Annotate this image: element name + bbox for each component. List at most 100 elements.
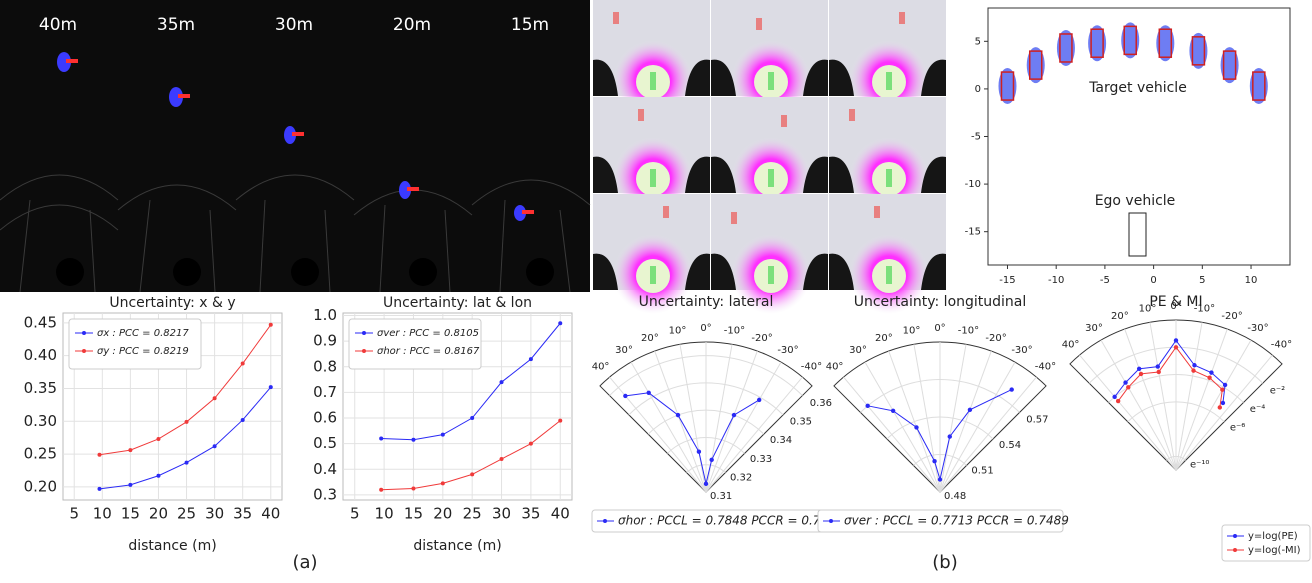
x-tick-label: 5 [1199,275,1205,286]
legend [349,319,481,369]
r-tick-label: 0.51 [971,465,993,476]
y-tick-label: 0.8 [313,357,337,375]
theta-tick-label: 20° [1111,311,1129,322]
r-tick-label: 0.54 [999,440,1021,451]
point [241,418,245,422]
bev-target [874,206,880,218]
image-label: 40m [39,15,77,35]
x-tick-label: 10 [375,505,394,523]
x-tick-label: 0 [1150,275,1156,286]
chart-title: Uncertainty: lateral [639,294,774,310]
point [213,444,217,448]
legend-swatch [82,331,86,335]
y-tick-label: 0.25 [24,445,57,463]
x-tick-label: 40 [261,505,280,523]
legend-label: σver : PCC = 0.8105 [377,328,479,339]
theta-tick-label: -40° [1271,339,1292,350]
point [128,483,132,487]
point [500,457,504,461]
bev-ego [768,266,774,284]
annotation: Target vehicle [1088,80,1187,96]
y-tick-label: 0.20 [24,477,57,495]
bev-target [638,109,644,121]
point [1192,363,1196,367]
point [441,433,445,437]
bev-ego [650,266,656,284]
theta-tick-label: 20° [875,333,893,344]
theta-tick-label: -20° [751,333,772,344]
legend-label: σhor : PCC = 0.8167 [377,346,480,357]
theta-tick-label: 10° [669,325,687,336]
r-tick-label: 0.48 [944,491,966,502]
x-tick-label: 30 [205,505,224,523]
point [676,413,680,417]
theta-tick-label: 0° [1170,301,1181,312]
point [1112,395,1116,399]
point [1221,401,1225,405]
theta-tick-label: 0° [700,323,711,334]
image-label: 30m [275,15,313,35]
bev-ego [886,72,892,90]
point [623,394,627,398]
bev-ego [768,72,774,90]
point [411,486,415,490]
point [1126,385,1130,389]
point [379,488,383,492]
legend-label: σx : PCC = 0.8217 [97,328,189,339]
point [1116,399,1120,403]
point [1191,368,1195,372]
y-tick-label: 0.5 [313,434,337,452]
legend-label: σver : PCCL = 0.7713 PCCR = 0.7489 [844,514,1069,528]
r-tick-label: 0.32 [730,472,752,483]
point [269,385,273,389]
point [529,442,533,446]
theta-tick-label: 30° [1085,323,1103,334]
x-tick-label: 20 [149,505,168,523]
point [213,396,217,400]
annotation: Ego vehicle [1095,193,1176,209]
y-tick-label: 0 [975,84,981,95]
y-tick-label: -5 [971,132,981,143]
point [938,477,942,481]
bev-ego [650,169,656,187]
theta-tick-label: -10° [724,325,745,336]
bev-ego [886,169,892,187]
point [156,437,160,441]
point [529,357,533,361]
point [156,474,160,478]
x-tick-label: 35 [233,505,252,523]
series-line [100,387,271,489]
x-tick-label: -10 [1048,275,1064,286]
x-tick-label: 25 [177,505,196,523]
point [1139,372,1143,376]
y-tick-label: 0.4 [313,460,337,478]
legend-label: y=log(-MI) [1248,545,1301,556]
point [1209,370,1213,374]
theta-tick-label: 40° [1062,339,1080,350]
y-tick-label: -15 [965,227,981,238]
image-label: 35m [157,15,195,35]
point [704,482,708,486]
legend-swatch [1233,548,1237,552]
x-tick-label: 5 [350,505,360,523]
y-tick-label: 1.0 [313,306,337,324]
y-tick-label: 5 [975,36,981,47]
point [1137,367,1141,371]
theta-tick-label: 30° [615,345,633,356]
theta-tick-label: -10° [1194,303,1215,314]
point [269,323,273,327]
y-tick-label: -10 [965,179,981,190]
bev-target [731,212,737,224]
point [185,420,189,424]
theta-tick-label: -40° [801,361,822,372]
point [1218,405,1222,409]
point [757,398,761,402]
figure: 40m 35m 30m 20m 15m Target vehicle Ego v… [0,0,1312,583]
point [500,380,504,384]
chart-title: Uncertainty: x & y [109,295,235,311]
bev-ego [886,266,892,284]
y-tick-label: 0.7 [313,383,337,401]
r-tick-label: e⁻¹⁰ [1190,460,1209,471]
point [932,459,936,463]
bev-target [756,18,762,30]
